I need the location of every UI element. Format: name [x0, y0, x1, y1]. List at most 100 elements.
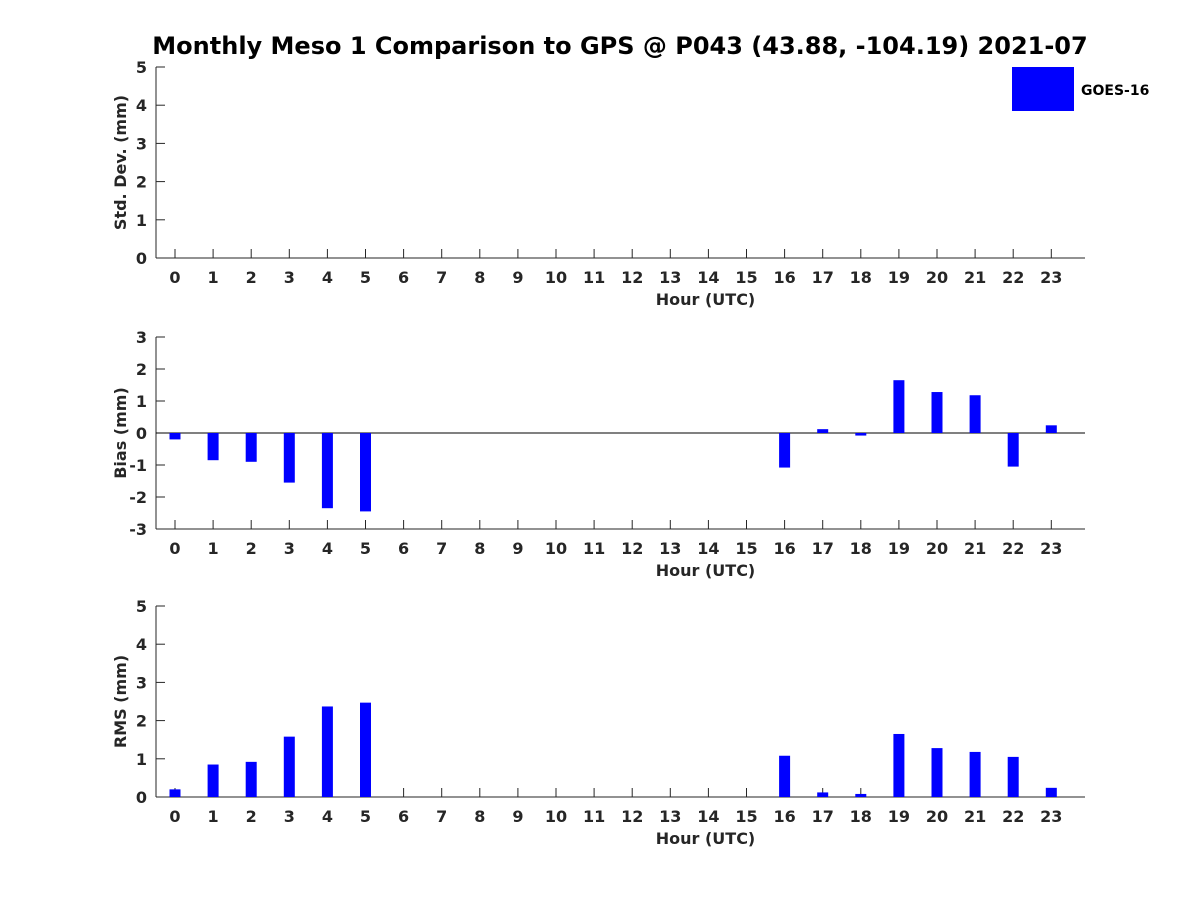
x-tick-label: 9: [512, 807, 523, 826]
chart-title: Monthly Meso 1 Comparison to GPS @ P043 …: [152, 32, 1087, 60]
x-tick-label: 18: [850, 807, 872, 826]
bar-hour-1: [207, 433, 219, 461]
x-tick-label: 7: [436, 268, 447, 287]
x-tick-label: 0: [169, 268, 180, 287]
x-tick-label: 17: [812, 807, 834, 826]
y-tick-label: 4: [136, 96, 147, 115]
y-tick-label: 3: [136, 134, 147, 153]
bar-hour-19: [893, 733, 905, 797]
x-tick-label: 5: [360, 539, 371, 558]
x-tick-label: 14: [697, 807, 719, 826]
y-tick-label: 0: [136, 249, 147, 268]
x-tick-label: 21: [964, 268, 986, 287]
x-tick-label: 0: [169, 807, 180, 826]
y-tick-label: 0: [136, 788, 147, 807]
x-tick-label: 6: [398, 539, 409, 558]
legend-swatch: [1012, 67, 1074, 111]
bar-hour-2: [245, 433, 257, 462]
x-tick-label: 13: [659, 268, 681, 287]
x-tick-label: 20: [926, 268, 948, 287]
bar-hour-3: [283, 736, 295, 797]
bar-hour-19: [893, 380, 905, 433]
x-tick-label: 2: [246, 807, 257, 826]
y-tick-label: 0: [136, 424, 147, 443]
bar-hour-18: [855, 793, 867, 797]
legend-label: GOES-16: [1081, 83, 1149, 99]
bar-hour-23: [1045, 787, 1057, 797]
y-axis-label: Std. Dev. (mm): [111, 95, 130, 230]
bar-hour-20: [931, 748, 943, 797]
x-tick-label: 14: [697, 268, 719, 287]
bar-hour-16: [779, 755, 791, 797]
bar-hour-0: [169, 789, 181, 797]
bar-hour-5: [360, 702, 371, 797]
x-tick-label: 5: [360, 807, 371, 826]
y-tick-label: 4: [136, 635, 147, 654]
y-tick-label: -3: [129, 520, 147, 539]
x-tick-label: 4: [322, 539, 333, 558]
x-tick-label: 17: [812, 268, 834, 287]
x-tick-label: 18: [850, 539, 872, 558]
bar-hour-18: [855, 433, 867, 436]
x-tick-label: 7: [436, 539, 447, 558]
legend: GOES-16: [1012, 67, 1149, 111]
bar-hour-20: [931, 392, 943, 433]
x-tick-label: 22: [1002, 268, 1024, 287]
y-tick-label: 5: [136, 597, 147, 616]
x-tick-label: 1: [208, 268, 219, 287]
x-tick-label: 17: [812, 539, 834, 558]
x-tick-label: 22: [1002, 807, 1024, 826]
bar-hour-22: [1007, 433, 1019, 467]
x-tick-label: 19: [888, 807, 910, 826]
x-tick-label: 23: [1040, 539, 1062, 558]
x-tick-label: 3: [284, 268, 295, 287]
x-tick-label: 11: [583, 268, 605, 287]
y-tick-label: -1: [129, 456, 147, 475]
x-tick-label: 6: [398, 807, 409, 826]
x-tick-label: 15: [735, 807, 757, 826]
x-tick-label: 4: [322, 268, 333, 287]
x-tick-label: 16: [773, 807, 795, 826]
bar-hour-16: [779, 433, 791, 468]
y-tick-label: 1: [136, 211, 147, 230]
bar-hour-5: [360, 433, 371, 512]
y-tick-label: 2: [136, 360, 147, 379]
bar-hour-4: [321, 706, 333, 797]
bar-hour-22: [1007, 756, 1019, 797]
x-tick-label: 23: [1040, 268, 1062, 287]
bar-hour-3: [283, 433, 295, 483]
x-tick-label: 3: [284, 539, 295, 558]
x-tick-label: 20: [926, 807, 948, 826]
x-tick-label: 14: [697, 539, 719, 558]
x-tick-label: 2: [246, 268, 257, 287]
bar-hour-23: [1045, 425, 1057, 433]
x-tick-label: 2: [246, 539, 257, 558]
x-axis-label: Hour (UTC): [656, 561, 756, 580]
x-tick-label: 6: [398, 268, 409, 287]
x-tick-label: 21: [964, 539, 986, 558]
x-tick-label: 20: [926, 539, 948, 558]
y-tick-label: 3: [136, 673, 147, 692]
x-tick-label: 16: [773, 539, 795, 558]
bar-hour-17: [817, 429, 829, 433]
x-tick-label: 11: [583, 807, 605, 826]
x-tick-label: 12: [621, 539, 643, 558]
x-tick-label: 1: [208, 539, 219, 558]
y-tick-label: 3: [136, 328, 147, 347]
x-axis-label: Hour (UTC): [656, 290, 756, 309]
x-tick-label: 21: [964, 807, 986, 826]
x-tick-label: 0: [169, 539, 180, 558]
bar-hour-4: [321, 433, 333, 509]
x-tick-label: 9: [512, 268, 523, 287]
y-tick-label: 1: [136, 750, 147, 769]
bar-hour-1: [207, 764, 219, 797]
x-tick-label: 16: [773, 268, 795, 287]
x-tick-label: 8: [474, 539, 485, 558]
y-axis-label: RMS (mm): [111, 655, 130, 748]
x-tick-label: 3: [284, 807, 295, 826]
x-tick-label: 18: [850, 268, 872, 287]
